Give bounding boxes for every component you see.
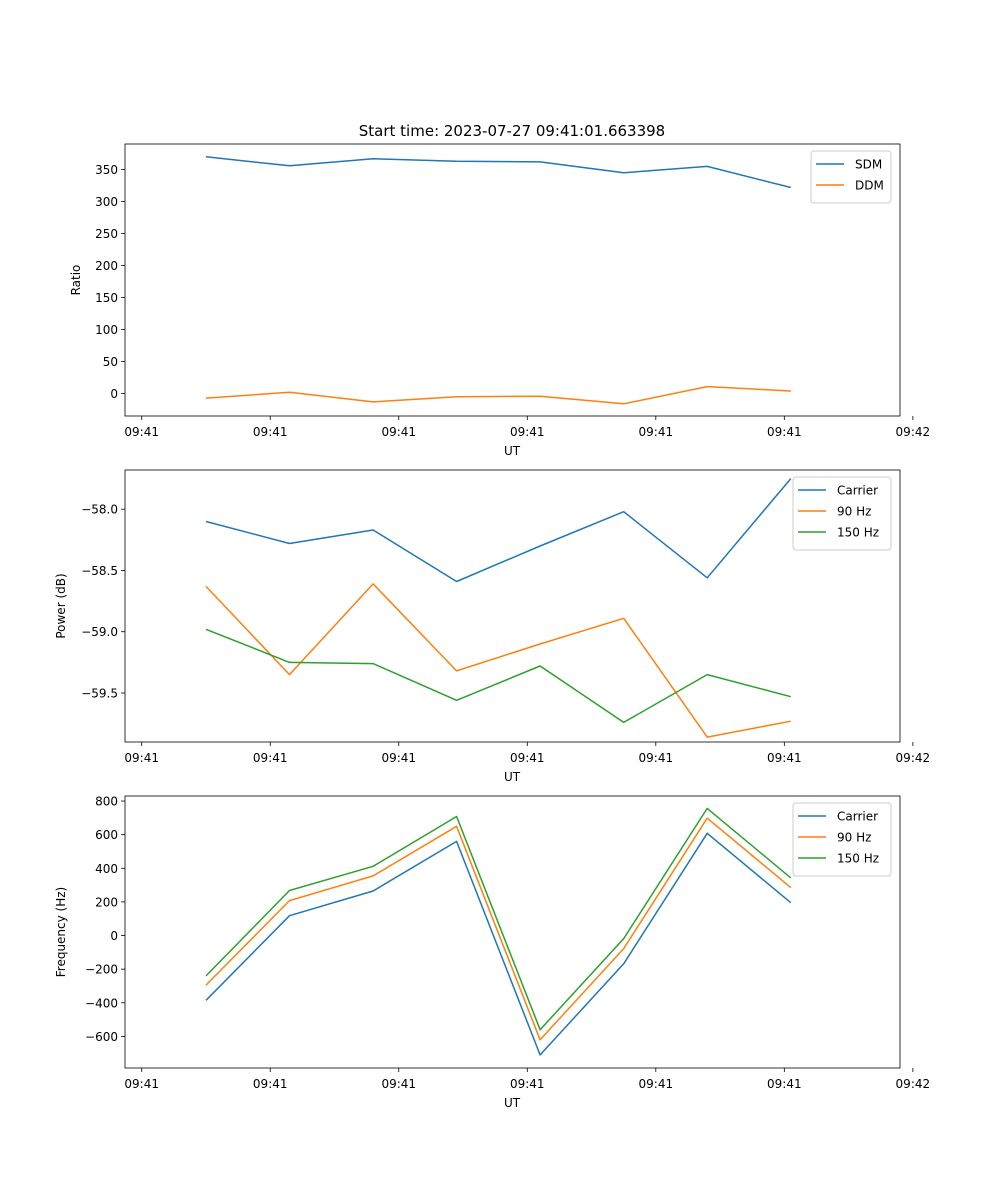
series-line-150-hz	[205, 807, 792, 1031]
y-tick-label: −600	[85, 1030, 118, 1044]
y-tick-label: 0	[110, 387, 118, 401]
x-tick-label: 09:41	[510, 751, 545, 765]
x-tick-label: 09:42	[896, 1077, 931, 1091]
x-tick-label: 09:41	[639, 751, 674, 765]
x-tick-label: 09:41	[124, 1077, 159, 1091]
legend-label: 150 Hz	[837, 526, 879, 540]
legend-label: 90 Hz	[837, 831, 871, 845]
y-tick-label: −58.5	[81, 564, 118, 578]
x-tick-label: 09:41	[381, 1077, 416, 1091]
legend-label: SDM	[855, 158, 882, 172]
legend-label: 90 Hz	[837, 505, 871, 519]
y-axis-label: Frequency (Hz)	[54, 887, 68, 978]
series-line-carrier	[205, 832, 792, 1056]
y-tick-label: 50	[103, 355, 118, 369]
x-tick-label: 09:41	[381, 425, 416, 439]
y-tick-label: 150	[95, 291, 118, 305]
x-tick-label: 09:42	[896, 425, 931, 439]
legend: Carrier 90 Hz 150 Hz	[792, 802, 892, 877]
x-axis-label: UT	[504, 770, 521, 784]
x-tick-label: 09:41	[639, 1077, 674, 1091]
y-tick-label: 600	[95, 828, 118, 842]
figure-title: Start time: 2023-07-27 09:41:01.663398	[359, 122, 665, 140]
x-tick-label: 09:41	[639, 425, 674, 439]
axes-frame	[124, 143, 901, 417]
axes-frame	[124, 795, 901, 1069]
y-tick-label: 200	[95, 895, 118, 909]
y-axis-label: Power (dB)	[54, 573, 68, 638]
x-tick-label: 09:41	[510, 425, 545, 439]
y-tick-label: 350	[95, 163, 118, 177]
chart-panel-3: 09:41 09:41 09:41 09:41 09:41 09:41 09:42 −600 −…	[54, 795, 930, 1110]
y-tick-label: 0	[110, 929, 118, 943]
legend-label: Carrier	[837, 810, 878, 824]
x-tick-label: 09:41	[767, 1077, 802, 1091]
y-tick-label: −400	[85, 996, 118, 1010]
y-tick-label: 300	[95, 195, 118, 209]
series-line-ddm	[205, 385, 791, 405]
chart-panel-1: 09:41 09:41 09:41 09:41 09:41 09:41 09:42 0 50 10…	[69, 143, 931, 458]
y-tick-label: −59.0	[81, 625, 118, 639]
y-tick-label: −58.0	[81, 503, 118, 517]
chart-panel-2: 09:41 09:41 09:41 09:41 09:41 09:41 09:42 −59.5…	[54, 469, 931, 784]
x-tick-label: 09:41	[253, 751, 288, 765]
x-tick-label: 09:41	[253, 425, 288, 439]
legend-label: Carrier	[837, 484, 878, 498]
y-tick-label: 200	[95, 259, 118, 273]
series-line-90-hz	[205, 817, 792, 1041]
y-tick-label: 800	[95, 795, 118, 809]
x-tick-label: 09:42	[896, 751, 931, 765]
y-tick-label: −200	[85, 963, 118, 977]
legend: Carrier 90 Hz 150 Hz	[792, 476, 892, 551]
x-tick-label: 09:41	[510, 1077, 545, 1091]
y-tick-label: 250	[95, 227, 118, 241]
legend: SDM DDM	[810, 150, 892, 204]
y-tick-label: 400	[95, 862, 118, 876]
charts-container: 09:41 09:41 09:41 09:41 09:41 09:41 09:42 0 50 10…	[54, 143, 931, 1110]
y-axis-label: Ratio	[69, 265, 83, 296]
y-tick-label: 100	[95, 323, 118, 337]
series-line-carrier	[205, 478, 792, 583]
x-axis-label: UT	[504, 1096, 521, 1110]
legend-label: DDM	[855, 179, 884, 193]
series-line-sdm	[205, 156, 791, 189]
series-line-90-hz	[205, 583, 791, 738]
x-axis-label: UT	[504, 444, 521, 458]
y-tick-label: −59.5	[81, 686, 118, 700]
axes-frame	[124, 469, 901, 743]
legend-label: 150 Hz	[837, 852, 879, 866]
x-tick-label: 09:41	[253, 1077, 288, 1091]
series-line-150-hz	[205, 628, 791, 724]
x-tick-label: 09:41	[124, 425, 159, 439]
x-tick-label: 09:41	[767, 425, 802, 439]
x-tick-label: 09:41	[767, 751, 802, 765]
x-tick-label: 09:41	[381, 751, 416, 765]
x-tick-label: 09:41	[124, 751, 159, 765]
